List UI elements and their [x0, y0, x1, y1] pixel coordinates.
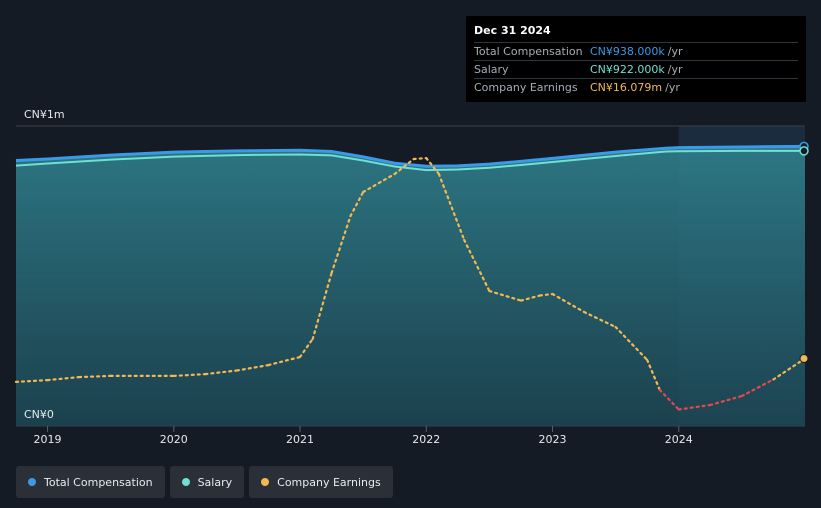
compensation-chart: CN¥1m CN¥0 2019 2020 2021 2022 2023 2024: [14, 108, 809, 446]
company-earnings-end-marker: [799, 354, 809, 363]
legend-item-salary[interactable]: Salary: [169, 466, 245, 498]
tooltip-unit: /yr: [667, 45, 683, 58]
x-tick-label: 2021: [286, 433, 314, 446]
tooltip-date: Dec 31 2024: [474, 24, 551, 37]
company-earnings-segment: [412, 157, 428, 161]
legend-label: Total Compensation: [44, 475, 153, 489]
company-earnings-segment: [235, 364, 270, 372]
company-earnings-segment: [614, 325, 649, 362]
legend-item-total-compensation[interactable]: Total Compensation: [16, 466, 165, 498]
salary-end-marker: [799, 146, 809, 156]
y-axis-top-label: CN¥1m: [24, 108, 65, 121]
chart-legend: Total Compensation Salary Company Earnin…: [16, 466, 393, 498]
legend-label: Salary: [197, 475, 233, 489]
company-earnings-segment: [311, 271, 333, 341]
legend-dot-icon: [28, 478, 36, 486]
company-earnings-segment: [709, 394, 744, 407]
company-earnings-segment: [488, 289, 523, 302]
company-earnings-segment: [582, 310, 617, 329]
legend-dot-icon: [181, 478, 190, 486]
tooltip-unit: /yr: [665, 81, 680, 94]
tooltip-unit: /yr: [667, 63, 683, 76]
company-earnings-segment: [677, 403, 712, 411]
x-tick-label: 2019: [34, 433, 62, 446]
tooltip-row-salary: Salary CN¥922.000k /yr: [474, 60, 798, 78]
company-earnings-segment: [658, 388, 680, 411]
company-earnings-segment: [46, 376, 81, 382]
y-axis-bottom-label: CN¥0: [24, 408, 54, 421]
company-earnings-segment: [740, 378, 775, 398]
salary-line: [15, 149, 805, 172]
company-earnings-segment: [172, 373, 207, 377]
legend-dot-icon: [261, 478, 270, 486]
company-earnings-segment: [425, 157, 440, 176]
tooltip-value: CN¥16.079m: [590, 81, 663, 94]
tooltip-label: Salary: [474, 63, 509, 76]
company-earnings-segment: [437, 172, 466, 242]
tooltip-label: Company Earnings: [474, 81, 578, 94]
tooltip-row-earnings: Company Earnings CN¥16.079m /yr: [474, 78, 798, 96]
legend-item-company-earnings[interactable]: Company Earnings: [249, 466, 393, 498]
company-earnings-segment: [14, 379, 49, 383]
tooltip-value: CN¥938.000k: [590, 45, 665, 58]
total-compensation-area: [16, 146, 805, 426]
legend-label: Company Earnings: [277, 475, 381, 489]
tooltip-panel: Dec 31 2024 Total Compensation CN¥938.00…: [466, 16, 806, 102]
company-earnings-segment: [646, 358, 661, 392]
company-earnings-segment: [463, 238, 491, 293]
company-earnings-segment: [538, 292, 554, 297]
tooltip-value: CN¥922.000k: [590, 63, 665, 76]
total-compensation-line: [15, 144, 806, 168]
company-earnings-segment: [204, 369, 238, 376]
x-tick-label: 2023: [539, 433, 567, 446]
x-tick-label: 2020: [160, 433, 188, 446]
company-earnings-segment: [77, 374, 112, 379]
company-earnings-segment: [551, 292, 586, 314]
company-earnings-segment: [362, 172, 396, 194]
company-earnings-segment: [298, 337, 314, 359]
company-earnings-segment: [772, 357, 807, 381]
tooltip-label: Total Compensation: [474, 45, 583, 58]
tooltip-row-total: Total Compensation CN¥938.000k /yr: [474, 42, 798, 60]
company-earnings-segment: [393, 157, 415, 176]
x-tick-label: 2024: [665, 433, 693, 446]
company-earnings-segment: [349, 190, 365, 218]
company-earnings-segment: [330, 214, 352, 275]
x-tick-label: 2022: [412, 433, 440, 446]
company-earnings-segment: [267, 355, 302, 367]
